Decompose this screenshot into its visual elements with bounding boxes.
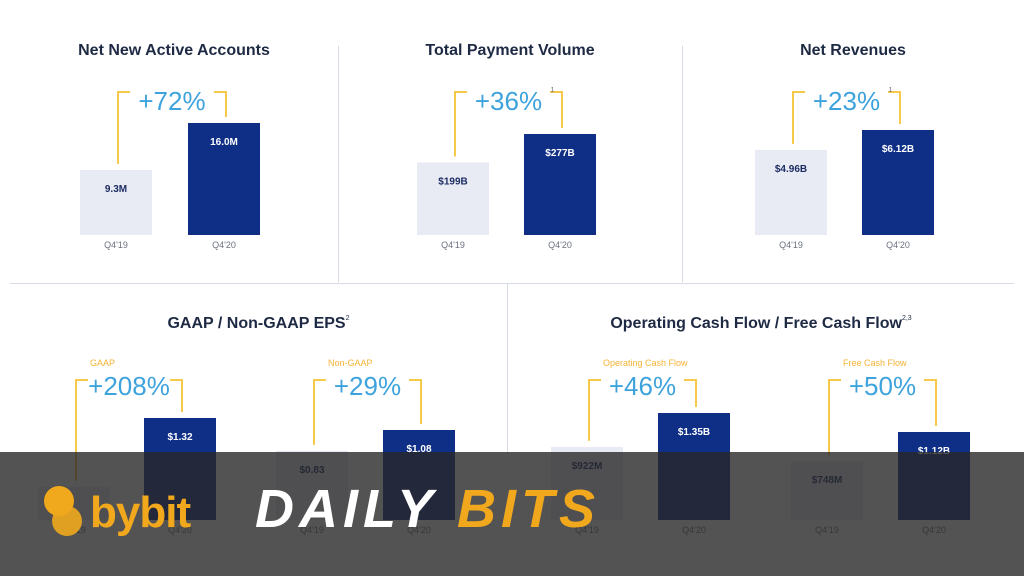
growth-percent-label: +23% xyxy=(813,86,880,116)
panel-title: Operating Cash Flow / Free Cash Flow2,3 xyxy=(610,315,912,332)
growth-bracket xyxy=(454,91,563,157)
series-sublabel: Free Cash Flow xyxy=(843,358,907,368)
bar-value-label: 16.0M xyxy=(210,137,238,148)
daily-bits-title: DAILY BITS xyxy=(255,479,601,539)
growth-percent-label: +208% xyxy=(88,371,170,401)
growth-bracket xyxy=(588,379,697,441)
footnote-marker: 2 xyxy=(345,315,350,322)
panel-title: Net New Active Accounts xyxy=(78,42,270,59)
growth-footnote-marker: 1 xyxy=(551,87,555,94)
category-tick-label: Q4'20 xyxy=(886,240,910,250)
panel-net-revenues: Net Revenues xyxy=(682,0,1024,282)
category-tick-label: Q4'19 xyxy=(104,240,128,250)
growth-percent-label: +72% xyxy=(138,86,205,116)
bar-q4-20 xyxy=(188,123,260,235)
growth-bracket xyxy=(117,91,227,164)
panel-title: Total Payment Volume xyxy=(425,42,595,59)
growth-percent-label: +29% xyxy=(334,371,401,401)
growth-percent-label: +50% xyxy=(849,371,916,401)
bybit-wordmark: bybit xyxy=(90,488,191,537)
bar-value-label: $1.35B xyxy=(678,427,710,438)
category-tick-label: Q4'19 xyxy=(441,240,465,250)
panel-total-payment-volume: Total Payment Volume xyxy=(338,0,682,282)
bar-value-label: $4.96B xyxy=(775,164,807,175)
divider-vertical-2 xyxy=(682,46,683,282)
series-sublabel: Operating Cash Flow xyxy=(603,358,688,368)
category-tick-label: Q4'20 xyxy=(212,240,236,250)
panel-title: GAAP / Non-GAAP EPS2 xyxy=(167,315,350,332)
bybit-logo: bybit xyxy=(40,482,220,546)
growth-percent-label: +36% xyxy=(475,86,542,116)
bar-q4-19 xyxy=(755,149,827,235)
bar-value-label: 9.3M xyxy=(105,184,127,195)
bar-value-label: $1.12B xyxy=(918,446,950,457)
bybit-coin-icon xyxy=(44,486,92,536)
bar-value-label: $277B xyxy=(545,148,574,159)
category-tick-label: Q4'20 xyxy=(548,240,572,250)
panel-title: Net Revenues xyxy=(800,42,906,59)
growth-percent-label: +46% xyxy=(609,371,676,401)
series-sublabel: GAAP xyxy=(90,358,115,368)
divider-horizontal xyxy=(10,283,1014,284)
bar-value-label: $6.12B xyxy=(882,144,914,155)
panel-net-new-accounts: Net New Active Accounts xyxy=(10,0,338,282)
bar-q4-19 xyxy=(80,169,152,235)
divider-vertical-3 xyxy=(507,284,508,454)
panel-cash-flow: Operating Cash Flow / Free Cash Flow2,3 xyxy=(508,284,1014,454)
growth-footnote-marker: 1 xyxy=(889,87,893,94)
divider-vertical-1 xyxy=(338,46,339,282)
growth-bracket xyxy=(792,91,901,144)
bar-value-label: $1.08 xyxy=(406,444,431,455)
bar-q4-20 xyxy=(524,134,596,235)
daily-bits-banner xyxy=(0,452,1024,576)
bar-q4-20 xyxy=(862,130,934,235)
bar-value-label: $199B xyxy=(438,176,467,187)
panel-eps: GAAP / Non-GAAP EPS2 xyxy=(10,284,507,454)
bar-value-label: $1.32 xyxy=(167,432,192,443)
series-sublabel: Non-GAAP xyxy=(328,358,373,368)
growth-bracket xyxy=(75,379,183,481)
category-tick-label: Q4'19 xyxy=(779,240,803,250)
growth-bracket xyxy=(828,379,937,456)
growth-bracket xyxy=(313,379,422,445)
footnote-marker: 2,3 xyxy=(901,315,912,322)
bar-q4-19 xyxy=(417,162,489,235)
